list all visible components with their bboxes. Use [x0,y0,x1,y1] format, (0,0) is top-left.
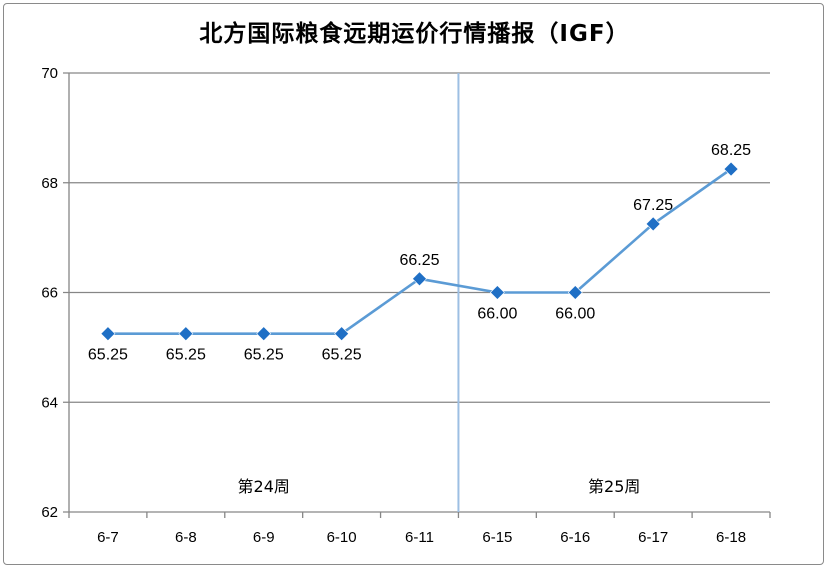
x-tick-label: 6-15 [482,529,512,546]
data-point-marker [412,271,427,287]
data-point-marker [100,326,116,342]
x-tick-label: 6-18 [716,529,746,546]
data-label: 65.25 [244,347,284,364]
data-point-marker [489,285,505,300]
data-label: 65.25 [88,347,128,364]
y-tick-label: 62 [41,504,58,521]
week-label-24: 第24周 [238,477,290,496]
data-label: 65.25 [322,347,362,364]
data-label: 66.00 [477,306,517,323]
data-label: 66.25 [399,252,439,269]
y-tick-label: 68 [41,175,58,192]
x-tick-label: 6-9 [253,529,275,546]
data-label: 65.25 [166,347,206,364]
y-tick-label: 66 [41,285,58,302]
week-label-25: 第25周 [588,477,640,496]
x-tick-label: 6-8 [175,529,197,546]
data-point-marker [334,326,350,342]
x-tick-label: 6-11 [405,529,434,546]
data-point-marker [178,326,194,342]
data-label: 67.25 [633,197,673,214]
data-point-marker [256,326,272,342]
data-label: 68.25 [711,142,751,159]
data-point-marker [723,161,739,177]
x-tick-label: 6-17 [638,529,668,546]
x-tick-label: 6-7 [97,529,119,546]
x-tick-label: 6-16 [560,529,590,546]
x-tick-label: 6-10 [327,529,357,546]
chart-title: 北方国际粮食远期运价行情播报（IGF） [199,21,630,47]
data-label: 66.00 [555,306,595,323]
data-point-marker [645,216,661,232]
y-tick-label: 70 [41,65,58,82]
y-tick-label: 64 [41,394,58,411]
data-point-marker [567,285,583,300]
